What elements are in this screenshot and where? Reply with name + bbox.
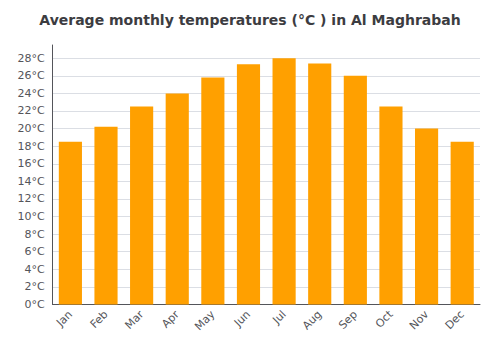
svg-text:Jun: Jun <box>231 308 253 330</box>
svg-text:Nov: Nov <box>407 308 432 333</box>
svg-text:6°C: 6°C <box>24 245 44 258</box>
svg-text:4°C: 4°C <box>24 263 44 276</box>
svg-text:Jan: Jan <box>53 308 75 330</box>
svg-text:Aug: Aug <box>300 308 324 332</box>
svg-text:22°C: 22°C <box>17 104 44 117</box>
svg-text:Average monthly temperatures (: Average monthly temperatures (°C ) in Al… <box>39 12 460 28</box>
svg-text:24°C: 24°C <box>17 87 44 100</box>
svg-text:May: May <box>192 308 218 334</box>
svg-text:20°C: 20°C <box>17 122 44 135</box>
svg-text:Dec: Dec <box>443 308 467 332</box>
svg-text:Oct: Oct <box>373 307 396 330</box>
svg-text:Mar: Mar <box>122 308 146 332</box>
svg-text:Apr: Apr <box>159 308 182 331</box>
svg-text:28°C: 28°C <box>17 52 44 65</box>
svg-text:26°C: 26°C <box>17 69 44 82</box>
svg-text:0°C: 0°C <box>24 298 44 311</box>
svg-text:Feb: Feb <box>88 308 111 331</box>
svg-text:2°C: 2°C <box>24 280 44 293</box>
svg-text:16°C: 16°C <box>17 157 44 170</box>
svg-text:Sep: Sep <box>336 308 360 332</box>
svg-text:10°C: 10°C <box>17 210 44 223</box>
svg-text:12°C: 12°C <box>17 192 44 205</box>
svg-text:8°C: 8°C <box>24 228 44 241</box>
svg-text:18°C: 18°C <box>17 140 44 153</box>
svg-text:Jul: Jul <box>269 308 288 327</box>
svg-text:14°C: 14°C <box>17 175 44 188</box>
